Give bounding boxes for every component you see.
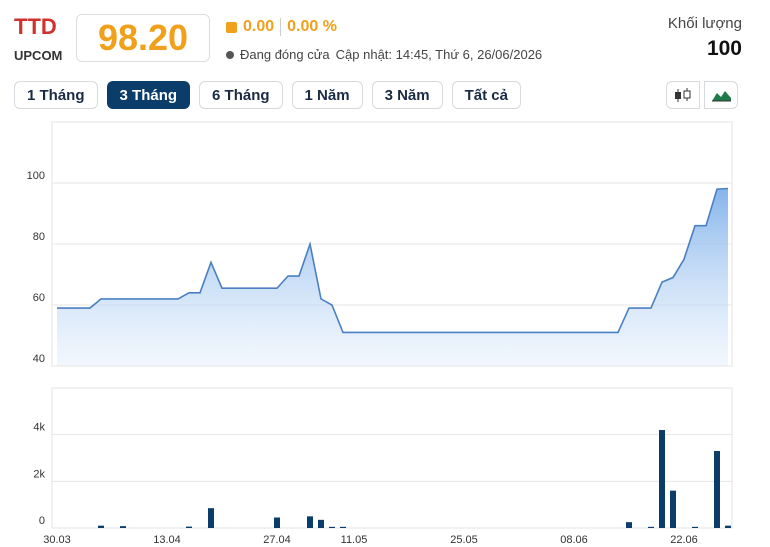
area-fill bbox=[57, 188, 728, 366]
volume-bar bbox=[318, 519, 324, 528]
range-tab[interactable]: 1 Tháng bbox=[14, 81, 98, 109]
price: 98.20 bbox=[76, 14, 210, 62]
volume-bar bbox=[307, 516, 313, 528]
price-line bbox=[57, 187, 729, 334]
y-tick-label: 100 bbox=[27, 170, 45, 182]
range-tab[interactable]: Tất cả bbox=[451, 81, 521, 109]
status: Đang đóng cửa bbox=[240, 47, 330, 62]
updated: Cập nhật: 14:45, Thứ 6, 26/06/2026 bbox=[335, 47, 543, 62]
y-tick-label: 0 bbox=[39, 515, 45, 527]
volume-bar bbox=[120, 526, 126, 528]
y-tick-label: 60 bbox=[33, 292, 45, 304]
volume-bar bbox=[659, 430, 665, 528]
volume-bar bbox=[648, 526, 654, 528]
x-tick-label: 27.04 bbox=[263, 534, 291, 546]
candle-icon bbox=[675, 88, 691, 102]
candle-button[interactable] bbox=[666, 81, 700, 109]
x-tick-label: 30.03 bbox=[43, 534, 71, 546]
y-tick-label: 2k bbox=[33, 468, 45, 480]
y-tick-label: 80 bbox=[33, 231, 45, 243]
volume-bar bbox=[714, 451, 720, 528]
x-tick-label: 22.06 bbox=[670, 534, 698, 546]
volume-bar bbox=[186, 526, 192, 528]
x-tick-label: 11.05 bbox=[341, 534, 368, 546]
volume-bar bbox=[274, 517, 280, 528]
volume-bar bbox=[626, 522, 632, 528]
symbol: TTD bbox=[14, 14, 57, 39]
change-value: 0.00 bbox=[243, 18, 275, 35]
y-tick-label: 40 bbox=[33, 353, 45, 365]
range-tabs: 1 Tháng 3 Tháng 6 Tháng 1 Năm 3 Năm Tất cả bbox=[14, 81, 521, 109]
range-tab[interactable]: 3 Năm bbox=[371, 81, 443, 109]
volume-bar bbox=[98, 525, 104, 528]
x-tick-label: 08.06 bbox=[560, 534, 588, 546]
exchange: UPCOM bbox=[14, 48, 63, 63]
range-tab[interactable]: 6 Tháng bbox=[199, 81, 283, 109]
volume-bar bbox=[670, 490, 676, 528]
change: 0.00 0.00 % bbox=[226, 18, 337, 36]
area-button[interactable] bbox=[704, 81, 738, 109]
range-tab[interactable]: 1 Năm bbox=[291, 81, 363, 109]
volume-bar bbox=[329, 526, 335, 528]
change-percent: 0.00 % bbox=[287, 18, 337, 35]
x-tick-label: 25.05 bbox=[450, 534, 478, 546]
volume-label: Khối lượng bbox=[667, 15, 742, 32]
volume-bar bbox=[692, 526, 698, 528]
volume-value: 100 bbox=[706, 37, 742, 60]
volume-bar bbox=[725, 525, 731, 528]
status-line: Đang đóng cửa Cập nhật: 14:45, Thứ 6, 26/… bbox=[226, 47, 542, 62]
x-tick-label: 13.04 bbox=[153, 534, 181, 546]
y-tick-label: 4k bbox=[33, 422, 45, 434]
volume-bar bbox=[340, 526, 346, 528]
plot-frame bbox=[51, 387, 733, 529]
range-tab[interactable]: 3 Tháng bbox=[106, 81, 191, 109]
volume-bar bbox=[208, 508, 214, 528]
area-icon bbox=[712, 91, 731, 102]
